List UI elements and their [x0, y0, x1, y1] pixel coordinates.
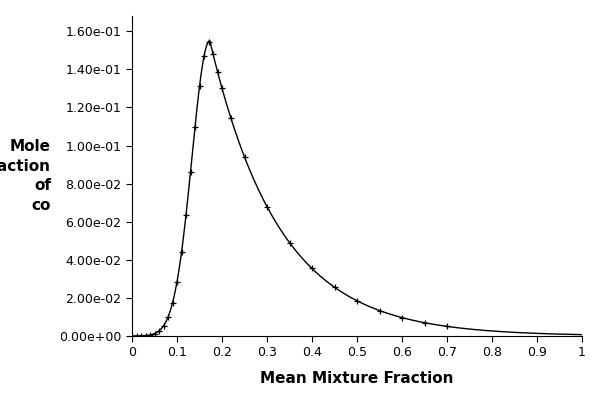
X-axis label: Mean Mixture Fraction: Mean Mixture Fraction: [260, 370, 454, 386]
Text: Mole
Fraction
of
co: Mole Fraction of co: [0, 139, 51, 213]
